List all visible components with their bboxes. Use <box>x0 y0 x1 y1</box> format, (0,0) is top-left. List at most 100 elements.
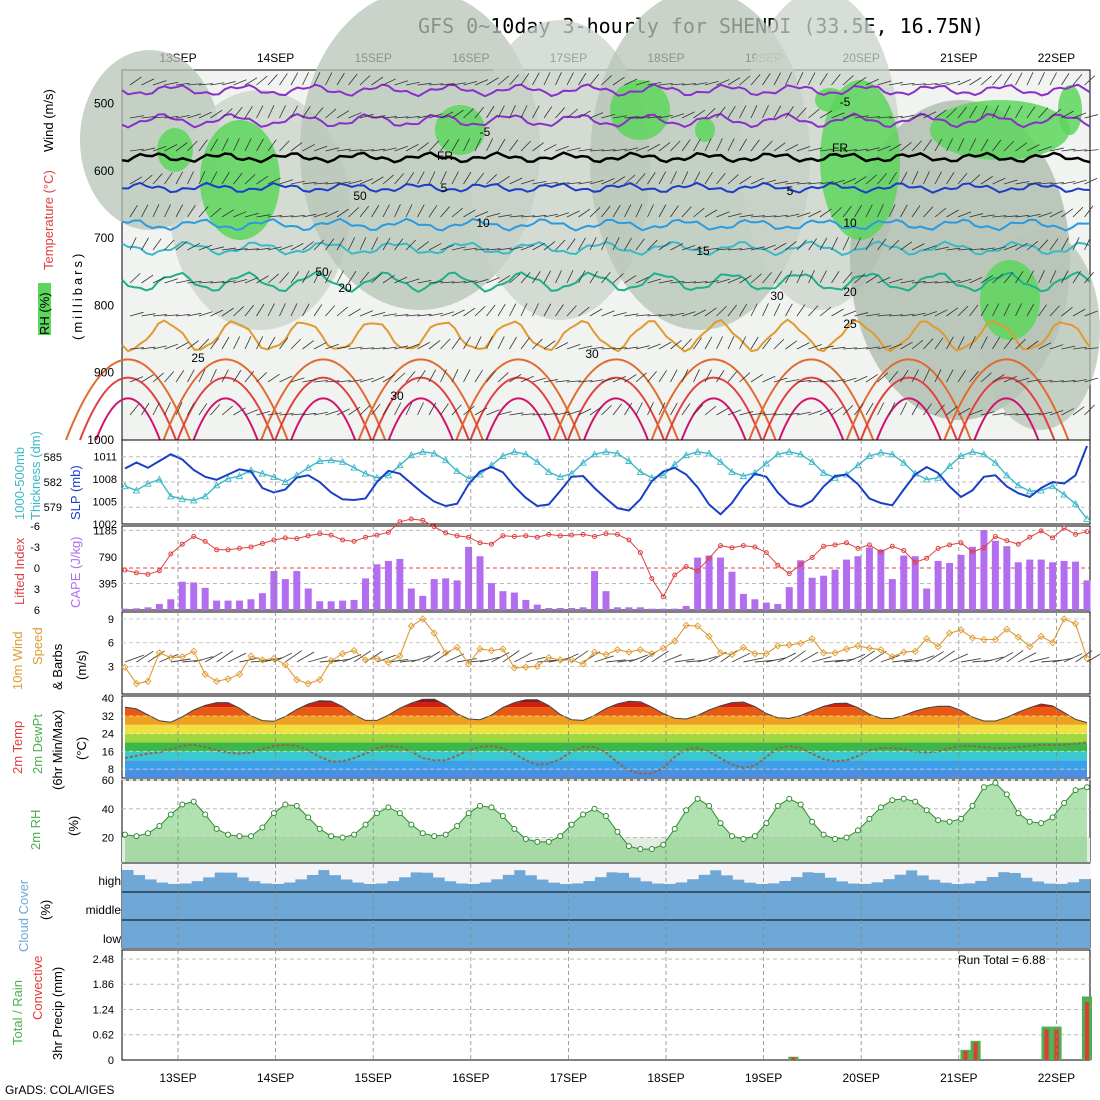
wind-barb <box>716 106 726 119</box>
wind-barb <box>658 82 673 86</box>
wind-barb <box>451 109 464 119</box>
wind-barb <box>244 138 252 152</box>
rh-point <box>270 810 277 817</box>
wind-barb <box>451 82 466 86</box>
wind-barb <box>854 237 862 251</box>
lifted-index-label: Lifted Index <box>12 537 27 605</box>
wind-barb <box>681 139 691 152</box>
wind-barb <box>405 239 417 251</box>
wind-barb <box>405 343 420 350</box>
wind-barb <box>777 652 796 663</box>
wind-barb <box>624 174 636 185</box>
rh-point <box>912 798 919 805</box>
freezing-level <box>121 151 1091 164</box>
wind-barb <box>302 213 317 218</box>
date-label-top: 22SEP <box>1038 51 1075 65</box>
rh-point <box>545 838 552 845</box>
temp-contour-warm <box>387 397 454 441</box>
temp-contour-warm <box>455 358 582 441</box>
wind-barb <box>635 173 646 185</box>
cape-bar <box>144 607 152 610</box>
wind-barb <box>1003 337 1013 350</box>
wind-barb <box>486 174 498 185</box>
wind-barb <box>336 72 345 86</box>
wind-speed-point <box>648 650 656 658</box>
li-point <box>363 534 368 540</box>
cloud-high-gap <box>156 864 169 883</box>
wind-barb <box>773 105 782 119</box>
wind-barb <box>911 339 924 350</box>
li-point <box>729 545 735 551</box>
wind-speed-point <box>361 656 370 664</box>
wind-barb <box>520 375 534 383</box>
temp-contour-warm <box>875 397 942 441</box>
wind-speed-point <box>533 662 541 670</box>
wind-barb <box>923 245 937 251</box>
wind-barb <box>923 311 937 317</box>
li-point <box>248 544 254 550</box>
wind-barb <box>911 83 926 86</box>
wind-barb <box>831 73 841 86</box>
wind-barb <box>233 248 248 251</box>
wind-barb <box>1072 406 1085 416</box>
wind-barb <box>831 271 840 284</box>
wind-speed-point <box>338 650 347 658</box>
wind-barb <box>210 369 217 383</box>
wind-barb <box>854 115 869 119</box>
wind-barb <box>739 372 751 383</box>
rh-point <box>740 835 747 842</box>
wind-barb <box>934 171 942 185</box>
wind-barb <box>750 336 759 350</box>
wind-barb <box>543 106 553 119</box>
wind-barb <box>601 310 615 317</box>
wind-barb <box>525 656 546 663</box>
cape-bar <box>797 560 805 610</box>
wind-barb <box>463 247 478 251</box>
cloud-high-gap <box>652 864 665 884</box>
rh-point <box>179 801 186 808</box>
thickness-point <box>235 472 244 480</box>
rh-point <box>958 815 965 822</box>
wind-barb <box>267 412 282 416</box>
wind-barb <box>900 341 913 350</box>
wind-barb <box>670 243 684 251</box>
wind-barb <box>497 411 512 416</box>
wind-barb <box>865 346 880 350</box>
wind-barb <box>1003 140 1015 152</box>
precip-tick: 0 <box>108 1055 114 1067</box>
wind-barb <box>681 83 696 86</box>
cloud-high-gap <box>940 864 953 883</box>
wind-barb <box>785 213 800 218</box>
wind-barb <box>743 657 764 663</box>
cloud-high-gap <box>617 864 630 873</box>
cape-bar <box>419 595 427 610</box>
wind-barb <box>1003 272 1014 284</box>
wind-barb <box>509 273 521 284</box>
wind-barb <box>514 652 533 663</box>
precip-conv-bar <box>1085 1002 1089 1060</box>
wind-barb <box>474 106 485 119</box>
wind-barb <box>658 142 671 152</box>
wind-barb <box>187 242 200 251</box>
wind-barb <box>796 145 811 152</box>
wind-barb <box>785 72 792 86</box>
wind-barb <box>440 206 451 218</box>
cloud-high-gap <box>767 864 780 884</box>
wind-speed-point <box>293 676 301 684</box>
cape-bar <box>281 579 289 610</box>
pressure-tick: 500 <box>94 97 114 111</box>
wind-barb <box>647 314 662 317</box>
wind-barb <box>1061 110 1074 119</box>
thickness-point <box>1060 490 1068 498</box>
wind-barb <box>566 72 574 86</box>
rh-point <box>980 784 987 791</box>
wind-barb <box>1072 271 1081 284</box>
wind-barb <box>313 212 328 218</box>
wind-barb <box>1072 379 1087 383</box>
wind-barb <box>216 650 234 663</box>
wind-barb <box>336 110 350 119</box>
wind-barb <box>946 209 959 218</box>
wind-barb <box>762 105 769 119</box>
thickness-point <box>808 457 816 465</box>
